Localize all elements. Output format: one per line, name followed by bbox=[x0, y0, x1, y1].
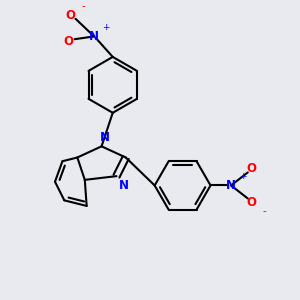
Text: O: O bbox=[247, 196, 256, 209]
Text: N: N bbox=[89, 30, 99, 43]
Text: -: - bbox=[263, 206, 266, 217]
Text: O: O bbox=[247, 162, 256, 175]
Text: +: + bbox=[103, 22, 110, 32]
Text: N: N bbox=[100, 130, 110, 143]
Text: O: O bbox=[63, 34, 73, 48]
Text: +: + bbox=[239, 172, 247, 181]
Text: N: N bbox=[119, 179, 129, 192]
Text: O: O bbox=[66, 9, 76, 22]
Text: -: - bbox=[82, 1, 86, 11]
Text: N: N bbox=[226, 179, 236, 192]
